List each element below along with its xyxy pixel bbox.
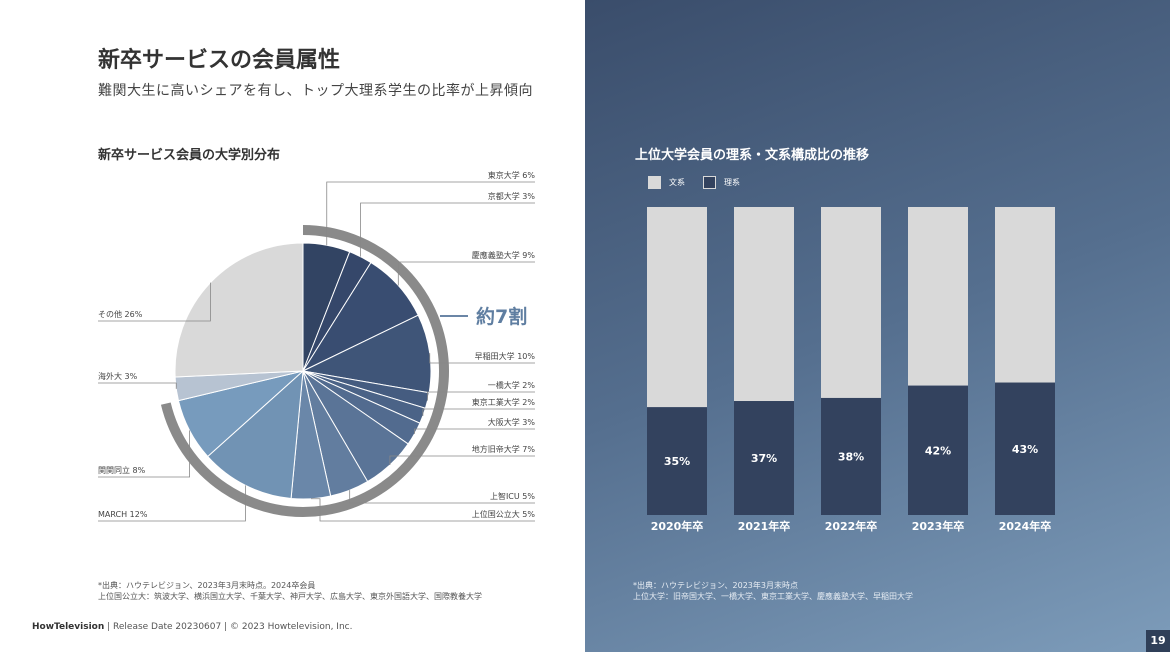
bar-bunkei: [647, 207, 707, 408]
slice-label: 上智ICU 5%: [490, 491, 535, 501]
bar-value-label: 42%: [925, 444, 951, 457]
slice-label: 関関同立 8%: [98, 465, 146, 475]
source-note-right-line1: *出典：ハウテレビジョン、2023年3月末時点: [633, 581, 798, 590]
bar-chart-title: 上位大学会員の理系・文系構成比の推移: [635, 148, 870, 163]
category-label: 2024年卒: [999, 519, 1052, 533]
slice-label: 京都大学 3%: [488, 191, 536, 201]
bar-rikei: [908, 385, 968, 515]
brand-logo: HowTelevision: [32, 622, 105, 632]
legend-label-rikei: 理系: [724, 178, 740, 187]
slice-label: 慶應義塾大学 9%: [472, 250, 536, 260]
leader-line: [98, 282, 211, 322]
source-note-right-line2: 上位大学：旧帝国大学、一橋大学、東京工業大学、慶應義塾大学、早稲田大学: [633, 592, 913, 601]
page-number: 19: [1146, 630, 1170, 652]
leader-line: [397, 261, 535, 286]
bar-bunkei: [821, 207, 881, 398]
bar-chart: 35% 2020年卒 37% 2021年卒 38% 2022年卒 42% 2023年卒 43% 2…: [647, 207, 1055, 533]
leader-line: [310, 498, 535, 522]
leader-line: [98, 382, 177, 389]
slice-label: 一橋大学 2%: [488, 380, 536, 390]
highlight-label: 約7割: [476, 305, 527, 328]
bar-legend: 文系 理系: [648, 176, 740, 189]
category-label: 2022年卒: [825, 519, 878, 533]
legend-swatch-bunkei: [648, 176, 661, 189]
footer: HowTelevision | Release Date 20230607 | …: [32, 622, 352, 632]
pie-slice: [206, 369, 304, 499]
leader-line: [429, 353, 535, 364]
slice-label: 大阪大学 3%: [488, 417, 536, 427]
pie-slice: [174, 242, 304, 378]
slice-label: その他 26%: [98, 309, 143, 319]
slice-label: 東京大学 6%: [488, 170, 536, 180]
bar-bunkei: [995, 207, 1055, 383]
slice-label: 東京工業大学 2%: [472, 397, 536, 407]
bar-rikei: [734, 401, 794, 515]
leader-line: [422, 408, 535, 416]
source-note-left-line2: 上位国公立大：筑波大学、横浜国立大学、千葉大学、神戸大学、広島大学、東京外国語大…: [98, 592, 482, 601]
footer-text: | Release Date 20230607 | © 2023 Howtele…: [104, 622, 353, 632]
leader-line: [389, 455, 535, 465]
leader-line: [98, 430, 190, 478]
slice-label: 上位国公立大 5%: [472, 509, 536, 519]
highlight-ring: [160, 225, 449, 517]
slice-label: 海外大 3%: [98, 371, 138, 381]
leader-line: [360, 202, 535, 257]
category-label: 2021年卒: [738, 519, 791, 533]
source-note-left: *出典：ハウテレビジョン、2023年3月末時点。2024卒会員 上位国公立大：筑…: [98, 580, 482, 602]
bar-value-label: 35%: [664, 455, 690, 468]
page-subtitle: 難関大生に高いシェアを有し、トップ大理系学生の比率が上昇傾向: [98, 83, 533, 99]
bar-value-label: 43%: [1012, 443, 1038, 456]
bar-value-label: 37%: [751, 452, 777, 465]
pie-chart: 東京大学 6% 京都大学 3% 慶應義塾大学 9% 早稲田大学 10% 一橋大学 2% 東…: [98, 170, 536, 522]
category-label: 2020年卒: [651, 519, 704, 533]
leader-line: [414, 428, 535, 434]
pie-chart-title: 新卒サービス会員の大学別分布: [98, 148, 281, 163]
source-note-left-line1: *出典：ハウテレビジョン、2023年3月末時点。2024卒会員: [98, 581, 316, 590]
bar-bunkei: [734, 207, 794, 402]
bar-rikei: [647, 407, 707, 515]
source-note-right: *出典：ハウテレビジョン、2023年3月末時点 上位大学：旧帝国大学、一橋大学、…: [633, 580, 913, 602]
legend-label-bunkei: 文系: [669, 178, 685, 187]
leader-line: [349, 490, 535, 504]
leader-line: [326, 181, 535, 246]
category-label: 2023年卒: [912, 519, 965, 533]
slice-label: 早稲田大学 10%: [475, 351, 536, 361]
slice-label: MARCH 12%: [98, 510, 148, 519]
bar-rikei: [821, 397, 881, 515]
page-title: 新卒サービスの会員属性: [98, 48, 341, 73]
leader-line: [427, 391, 535, 401]
slice-label: 地方旧帝大学 7%: [472, 444, 536, 454]
leader-line: [98, 485, 246, 522]
bar-rikei: [995, 382, 1055, 515]
bar-bunkei: [908, 207, 968, 386]
legend-swatch-rikei: [703, 176, 716, 189]
bar-value-label: 38%: [838, 450, 864, 463]
